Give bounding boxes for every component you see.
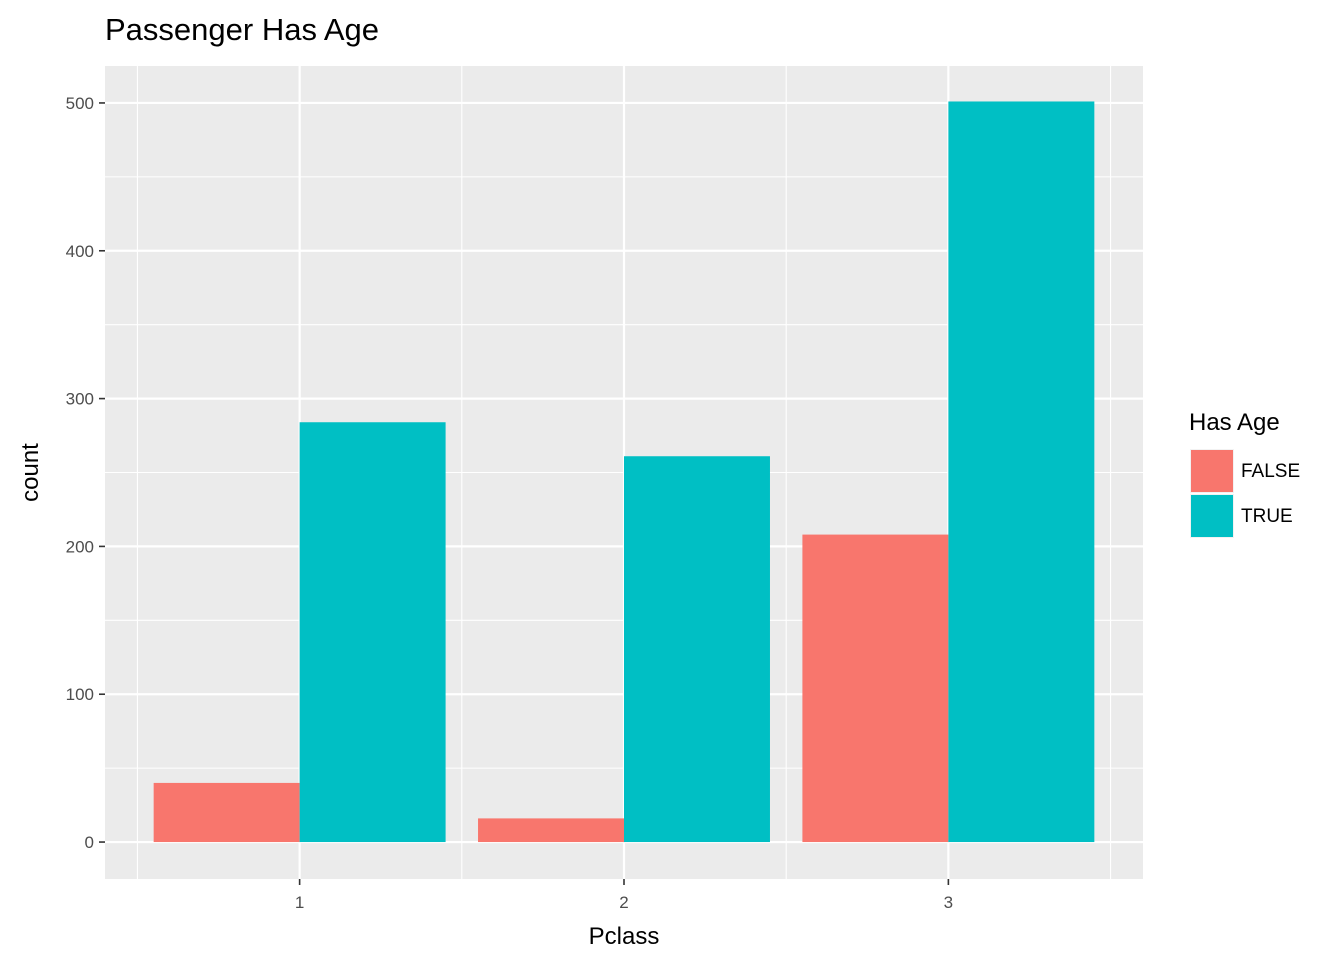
bar-false-pclass-3 — [802, 534, 949, 843]
legend-key-true — [1191, 495, 1233, 537]
y-tick-label: 300 — [66, 390, 94, 409]
x-tick-label: 3 — [944, 893, 953, 912]
y-tick-label: 100 — [66, 685, 94, 704]
chart-title: Passenger Has Age — [105, 12, 379, 47]
legend-key-false — [1191, 450, 1233, 492]
bar-false-pclass-1 — [153, 782, 300, 843]
bars — [153, 101, 1095, 843]
legend-title: Has Age — [1189, 409, 1280, 436]
legend-label-true: TRUE — [1241, 506, 1293, 527]
legend-label-false: FALSE — [1241, 461, 1300, 482]
x-axis-title: Pclass — [589, 923, 660, 950]
x-tick-label: 2 — [619, 893, 628, 912]
bar-true-pclass-2 — [624, 456, 770, 843]
y-tick-label: 500 — [66, 94, 94, 113]
bar-false-pclass-2 — [478, 818, 624, 843]
y-tick-label: 200 — [66, 537, 94, 556]
x-tick-label: 1 — [295, 893, 304, 912]
legend: Has Age FALSE TRUE — [1189, 409, 1300, 538]
y-tick-label: 0 — [85, 833, 94, 852]
bar-true-pclass-3 — [948, 101, 1095, 843]
y-tick-label: 400 — [66, 242, 94, 261]
y-axis-title: count — [17, 443, 44, 502]
axes: 0 100 200 300 400 500 1 2 3 — [66, 94, 953, 912]
bar-true-pclass-1 — [299, 422, 446, 843]
